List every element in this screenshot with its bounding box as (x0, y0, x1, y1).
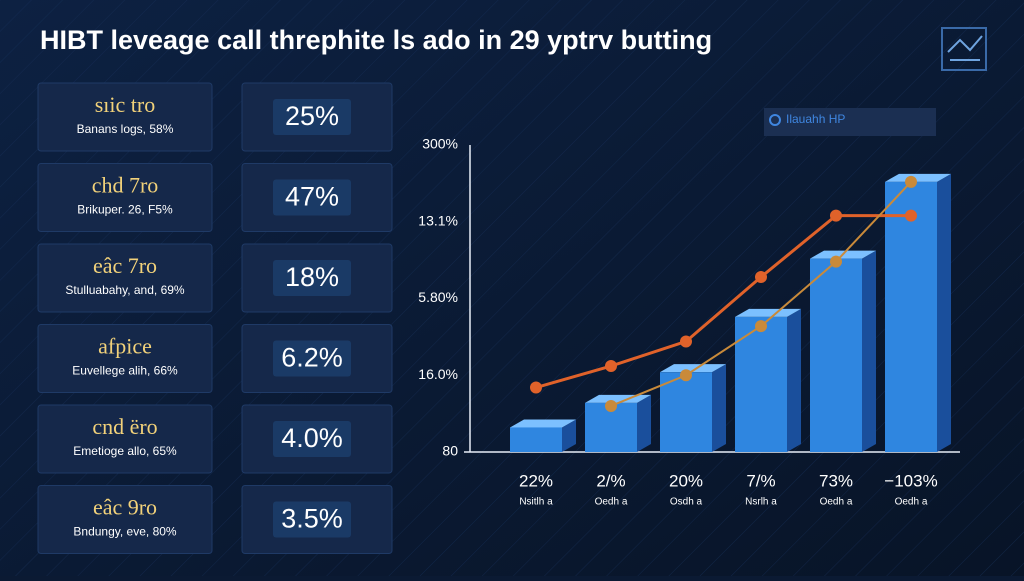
line-series (535, 214, 911, 389)
bar-side (637, 394, 651, 452)
y-axis-label: 300% (422, 136, 458, 152)
card-title: afpice (98, 334, 152, 359)
card (37, 485, 213, 554)
line-marker (830, 209, 842, 222)
card-value: 3.5% (281, 504, 343, 534)
y-axis-label: 5.80% (418, 289, 458, 305)
bar-top (885, 173, 951, 182)
line-marker (905, 175, 917, 188)
card (37, 404, 213, 474)
card (37, 324, 213, 393)
bar (660, 372, 712, 452)
card-subtitle: Euvellege alih, 66% (72, 364, 178, 378)
bar-side (937, 173, 951, 452)
x-tick-label: 22% (519, 471, 553, 490)
bar-side (862, 250, 876, 452)
legend-box (764, 108, 936, 136)
bar (810, 258, 862, 452)
x-tick-sublabel: Oedh a (895, 497, 928, 508)
card-value: 18% (285, 262, 339, 292)
logo-icon (941, 27, 987, 71)
line-marker (680, 369, 692, 382)
card (37, 243, 213, 313)
x-tick-label: 2/% (596, 471, 625, 490)
card (37, 82, 213, 152)
card-subtitle: Banans logs, 58% (77, 122, 174, 136)
card-subtitle: Brikuper. 26, F5% (77, 203, 173, 217)
legend-label: Ilauahh HP (786, 112, 845, 126)
card (37, 163, 213, 232)
x-tick-label: 20% (669, 471, 703, 490)
x-tick-sublabel: Oedh a (820, 497, 853, 508)
line-marker (905, 209, 917, 222)
y-axis-label: 13.1% (418, 212, 458, 228)
bar-top (735, 308, 801, 317)
line-marker (755, 271, 767, 284)
value-box (273, 340, 351, 377)
y-axis-label: 16.0% (418, 366, 458, 382)
value-box (273, 260, 351, 296)
bar-side (787, 308, 801, 452)
bar-side (712, 364, 726, 452)
card-subtitle: Emetioge allo, 65% (73, 444, 177, 458)
x-tick-label: 73% (819, 471, 853, 490)
value-box (273, 421, 351, 457)
value-box (273, 501, 351, 538)
y-axis-label: 80 (442, 443, 458, 459)
card-value: 4.0% (281, 423, 343, 453)
bar-top (660, 364, 726, 373)
x-tick-sublabel: Oedh a (595, 497, 628, 508)
line-marker (530, 381, 542, 394)
line-marker (755, 320, 767, 333)
card-title: eâc 9ro (93, 495, 157, 520)
line-marker (605, 399, 617, 412)
card-value: 6.2% (281, 343, 343, 373)
bar (510, 427, 562, 452)
x-tick-label: −103% (884, 471, 937, 490)
x-tick-sublabel: Nsrlh a (745, 497, 777, 508)
value-box (273, 99, 351, 135)
bar-side (562, 419, 576, 452)
x-tick-sublabel: Nsitlh a (519, 497, 553, 508)
line-marker (830, 255, 842, 268)
card-subtitle: Stulluabahy, and, 69% (65, 283, 185, 297)
card-title: eâc 7ro (93, 253, 157, 278)
card-title: chd 7ro (92, 173, 159, 198)
card-title: cnd ëro (92, 414, 157, 439)
bar-top (510, 419, 576, 428)
line-marker (680, 335, 692, 348)
card-value: 47% (285, 182, 339, 212)
line-marker (605, 360, 617, 373)
card-title: sıic tro (95, 92, 156, 117)
card-subtitle: Bndungy, eve, 80% (73, 525, 177, 539)
page-title: HIBT leveage call threphite ls ado in 29… (40, 25, 712, 55)
x-tick-sublabel: Osdh a (670, 497, 703, 508)
legend-icon (769, 114, 781, 126)
bar (735, 316, 787, 452)
bar (885, 181, 937, 452)
card-value: 25% (285, 101, 339, 131)
x-tick-label: 7/% (746, 471, 775, 490)
value-box (273, 179, 351, 216)
